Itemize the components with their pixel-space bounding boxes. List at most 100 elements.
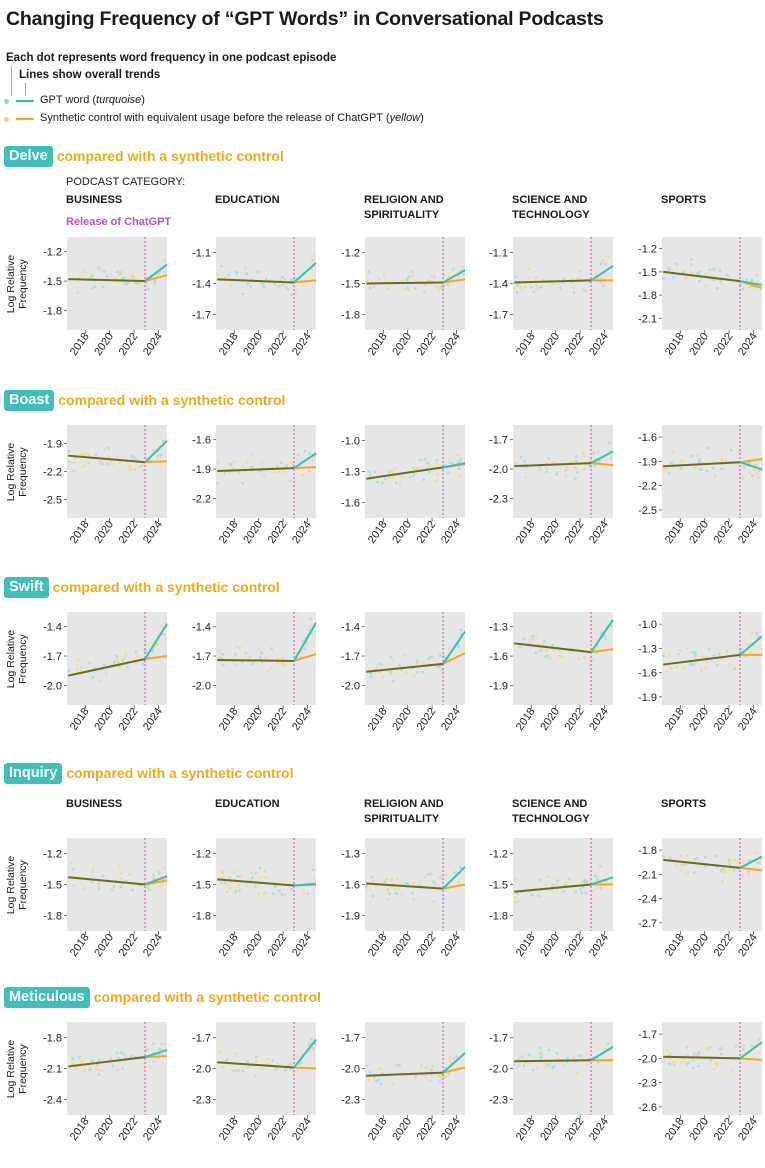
data-point <box>118 864 122 868</box>
data-point <box>394 481 398 485</box>
category-label-line: BUSINESS <box>66 798 123 810</box>
data-point <box>163 1042 166 1046</box>
pre-release-trend-line <box>68 454 146 464</box>
y-tick-label: -2.2 <box>43 467 62 479</box>
y-tick-label: -1.4 <box>192 279 211 291</box>
data-point <box>311 1046 315 1050</box>
data-point <box>546 654 550 658</box>
x-tick-label: 2020 <box>390 1116 414 1143</box>
data-point <box>391 658 395 662</box>
x-tick-label: 2024 <box>290 1116 314 1143</box>
x-tick-label: 2018 <box>514 1116 538 1143</box>
data-point <box>83 464 87 468</box>
data-point <box>307 469 311 473</box>
data-point <box>117 273 121 277</box>
data-point <box>157 871 161 875</box>
data-point <box>292 1071 296 1074</box>
data-point <box>573 476 577 480</box>
data-point <box>79 1061 83 1065</box>
data-point <box>595 272 598 276</box>
pre-release-trend-line <box>217 467 295 473</box>
data-point <box>601 259 605 263</box>
data-point <box>692 871 696 875</box>
data-point <box>251 876 254 880</box>
y-tick-label: -1.7 <box>638 1029 657 1041</box>
x-tick-label: 2022 <box>563 932 587 959</box>
panel-swift-3: -1.3 -1.6 -1.9 2018 2020 2022 2024 <box>489 612 614 733</box>
data-point <box>435 285 439 289</box>
data-point <box>241 465 245 468</box>
data-point <box>419 878 423 882</box>
gpt-word-trend-line <box>739 280 763 287</box>
data-point <box>250 466 254 469</box>
data-point <box>310 260 314 264</box>
data-point <box>573 889 577 893</box>
x-tick-label: 2018 <box>68 1116 92 1143</box>
data-point <box>545 466 549 470</box>
data-point <box>300 650 304 654</box>
data-point <box>749 650 753 654</box>
data-point <box>441 286 444 290</box>
compare-text: compared with a synthetic control <box>93 989 321 1005</box>
pre-release-trend-line <box>68 876 146 886</box>
data-point <box>234 890 238 893</box>
data-point <box>715 854 718 858</box>
y-tick-label: -2.3 <box>489 1095 508 1107</box>
data-point <box>538 649 542 653</box>
gpt-word-trend-line <box>293 622 317 662</box>
data-point <box>438 876 442 879</box>
data-point <box>705 661 709 665</box>
data-point <box>575 471 579 474</box>
data-point <box>580 891 584 895</box>
data-point <box>755 631 759 635</box>
panel-background <box>513 425 613 518</box>
data-point <box>756 281 760 284</box>
data-point <box>237 1069 240 1072</box>
data-point <box>756 861 759 865</box>
data-point <box>237 883 240 887</box>
data-point <box>458 866 462 869</box>
data-point <box>581 451 585 455</box>
data-point <box>412 898 416 901</box>
data-point <box>757 1038 761 1041</box>
data-point <box>604 637 607 641</box>
data-point <box>568 877 571 881</box>
data-point <box>390 878 394 881</box>
data-point <box>67 669 71 672</box>
data-point <box>755 472 759 476</box>
data-point <box>563 883 567 887</box>
data-point <box>264 876 268 880</box>
data-point <box>296 453 300 457</box>
data-point <box>722 467 726 471</box>
data-point <box>123 282 126 286</box>
panel-background <box>67 237 167 330</box>
x-tick-label: 2022 <box>415 932 439 959</box>
data-point <box>241 292 245 296</box>
gpt-word-trend-line <box>739 1041 763 1060</box>
data-point <box>385 878 388 881</box>
gpt-word-trend-line <box>739 855 763 869</box>
panel-delve-3: -1.1 -1.4 -1.7 2018 2020 2022 2024 <box>489 237 614 358</box>
gpt-word-trend-line <box>442 1052 466 1074</box>
data-point <box>426 461 430 465</box>
gpt-word-trend-line <box>590 1045 614 1062</box>
data-point <box>513 287 516 290</box>
data-point <box>217 656 221 660</box>
data-point <box>565 1056 569 1060</box>
data-point <box>530 893 534 897</box>
data-point <box>562 890 566 893</box>
data-point <box>128 873 131 876</box>
data-point <box>448 1056 452 1059</box>
data-point <box>514 900 518 904</box>
category-label-line: SCIENCE AND <box>512 194 588 206</box>
category-label-1: EDUCATION <box>215 193 280 208</box>
data-point <box>89 1066 92 1070</box>
category-label-4: SPORTS <box>661 193 706 208</box>
data-point <box>433 882 437 886</box>
data-point <box>535 284 539 288</box>
data-point <box>727 274 731 278</box>
data-point <box>527 267 531 271</box>
data-point <box>666 1049 669 1053</box>
x-tick-label: 2018 <box>366 932 390 959</box>
data-point <box>266 1062 270 1066</box>
